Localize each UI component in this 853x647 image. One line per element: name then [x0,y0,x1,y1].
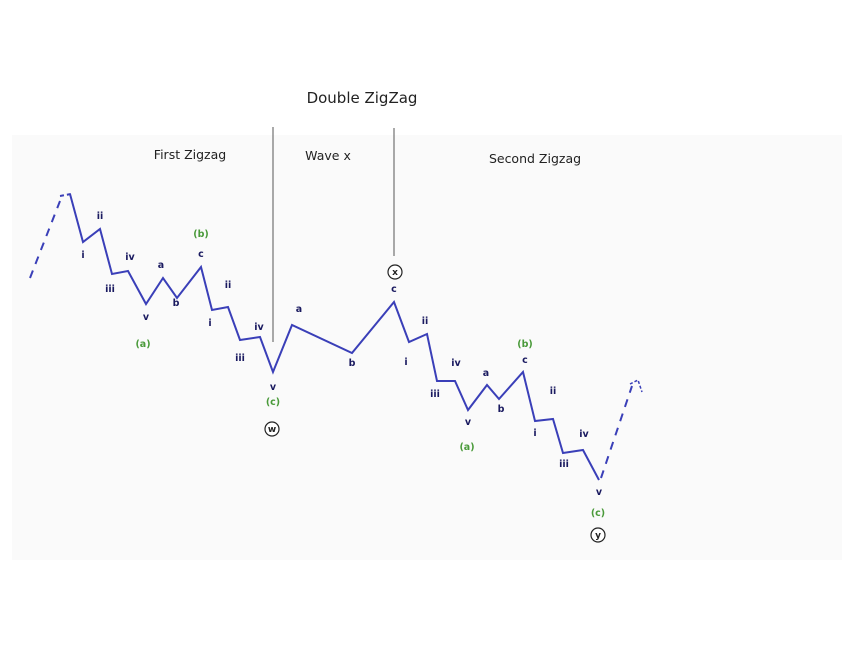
wave-label-i: i [404,357,407,368]
wave-label-iv: iv [254,322,264,333]
circled-label-text: x [392,268,398,278]
wave-label-iii: iii [559,459,569,470]
wave-label-b-intermediate: (b) [193,229,208,240]
wave-label-c: c [522,355,528,366]
wave-label-a: a [483,368,489,379]
circled-label-y: y [591,528,605,542]
wave-label-v: v [270,382,277,393]
wave-label-iii: iii [430,389,440,400]
wave-label-ii: ii [97,211,104,222]
wave-label-a: a [158,260,164,271]
wave-label-a-intermediate: (a) [135,339,150,350]
wave-label-a: a [296,304,302,315]
wave-label-ii: ii [422,316,429,327]
wave-label-v: v [596,487,603,498]
section-label-first-zigzag: First Zigzag [154,147,226,162]
section-label-second-zigzag: Second Zigzag [489,151,581,166]
wave-label-c: c [198,249,204,260]
wave-label-iii: iii [105,284,115,295]
wave-label-b: b [498,404,505,415]
wave-label-b-intermediate: (b) [517,339,532,350]
wave-label-a-intermediate: (a) [459,442,474,453]
wave-label-v: v [465,417,472,428]
wave-label-i: i [533,428,536,439]
circled-label-text: y [595,531,601,541]
circled-label-x: x [388,265,402,279]
circled-label-text: w [268,425,276,435]
wave-label-iv: iv [451,358,461,369]
wave-label-c-intermediate: (c) [266,397,280,408]
wave-label-iii: iii [235,353,245,364]
wave-label-i: i [81,250,84,261]
wave-label-i: i [208,318,211,329]
wave-label-iv: iv [125,252,135,263]
wave-label-b: b [173,298,180,309]
circled-label-w: w [265,422,279,436]
wave-label-c: c [391,284,397,295]
wave-label-ii: ii [225,280,232,291]
wave-label-v: v [143,312,150,323]
wave-label-ii: ii [550,386,557,397]
wave-label-c-intermediate: (c) [591,508,605,519]
wave-label-iv: iv [579,429,589,440]
wave-label-b: b [349,358,356,369]
section-label-wave-x: Wave x [305,148,351,163]
diagram-title: Double ZigZag [307,89,418,107]
